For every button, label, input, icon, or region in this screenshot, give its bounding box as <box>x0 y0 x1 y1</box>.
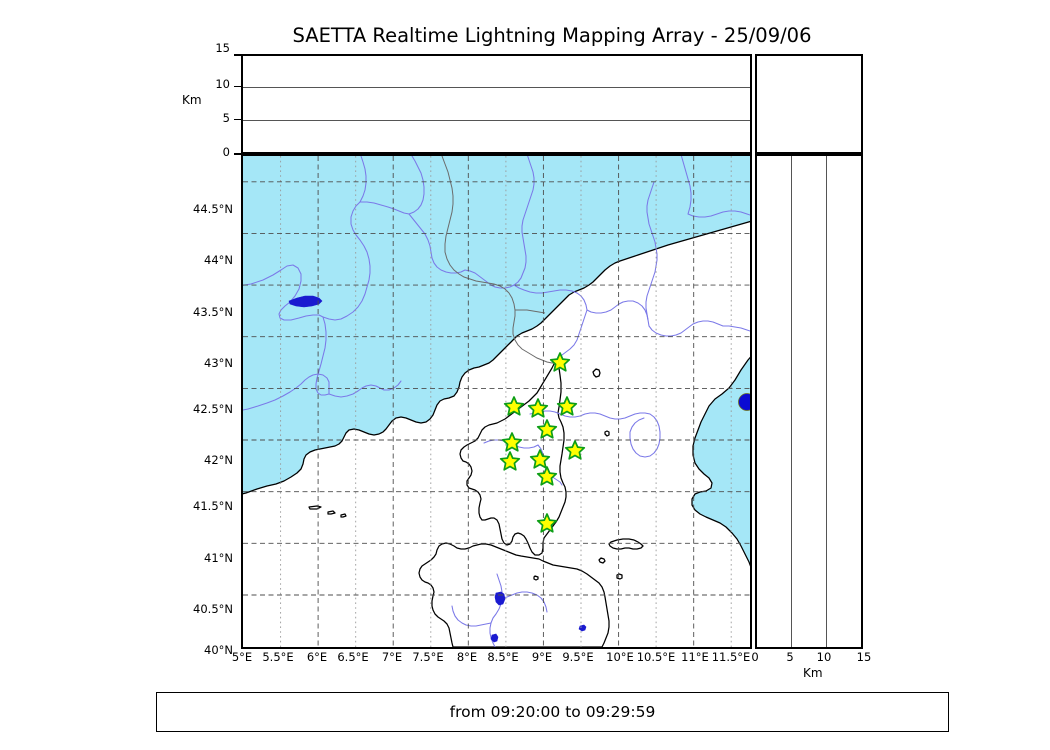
alt-tick-10 <box>234 85 241 87</box>
graticule-layer <box>243 156 750 647</box>
lon-tick-label-5: 5°E <box>231 650 253 664</box>
alt-tick-label-10: 10 <box>215 77 230 91</box>
altitude-vs-longitude-panel <box>241 54 752 154</box>
lon-tick-label-11: 11°E <box>681 650 709 664</box>
lon-tick-label-10-5: 10.5°E <box>636 650 676 664</box>
gridline-range-10 <box>825 156 827 647</box>
corner-panel <box>755 54 863 154</box>
gridline-range-5 <box>790 156 792 647</box>
range-tick-label-5: 5 <box>786 650 794 664</box>
map-inner <box>243 156 750 647</box>
lma-station-marker[interactable] <box>536 466 558 486</box>
lon-tick-label-5-5: 5.5°E <box>262 650 294 664</box>
graticule-minor-lon <box>280 156 732 647</box>
range-tick-label-10: 10 <box>816 650 832 664</box>
lat-tick-label-42: 42°N <box>204 453 233 467</box>
gorgona-island <box>604 430 610 437</box>
time-window-status-bar: from 09:20:00 to 09:29:59 <box>156 692 949 732</box>
lightning-source-marker[interactable] <box>738 393 751 411</box>
lon-tick-label-8: 8°E <box>456 650 478 664</box>
hyeres-islets <box>308 505 322 510</box>
pianosa-island <box>598 557 606 564</box>
time-window-text: from 09:20:00 to 09:29:59 <box>449 703 656 721</box>
lat-tick-label-44-5: 44.5°N <box>193 202 233 216</box>
lma-station-marker[interactable] <box>499 451 521 471</box>
alt-tick-label-15: 15 <box>215 41 230 55</box>
altitude-axis-title: Km <box>182 93 202 107</box>
graticule-major-lon <box>317 156 695 647</box>
lat-tick-label-43-5: 43.5°N <box>193 305 233 319</box>
lma-station-marker[interactable] <box>501 432 523 452</box>
islet-hyeres-east <box>327 510 336 515</box>
lat-tick-label-42-5: 42.5°N <box>193 402 233 416</box>
lma-stations-layer[interactable] <box>499 352 586 533</box>
lat-tick-label-40-5: 40.5°N <box>193 602 233 616</box>
lma-station-marker[interactable] <box>503 396 525 416</box>
lma-station-marker[interactable] <box>536 419 558 439</box>
lon-tick-label-7-5: 7.5°E <box>412 650 444 664</box>
alt-tick-label-5: 5 <box>222 111 230 125</box>
lat-tick-label-41: 41°N <box>204 551 233 565</box>
alt-tick-0 <box>234 152 241 155</box>
elba-island <box>608 538 644 550</box>
lat-tick-label-41-5: 41.5°N <box>193 499 233 513</box>
range-tick-label-15: 15 <box>856 650 872 664</box>
lat-tick-label-44: 44°N <box>204 253 233 267</box>
range-tick-label-0: 0 <box>751 650 759 664</box>
islet-riviera <box>340 513 347 518</box>
gridline-alt-10 <box>243 86 750 88</box>
lon-tick-label-9-5: 9.5°E <box>562 650 594 664</box>
lon-tick-label-11-5: 11.5°E <box>711 650 751 664</box>
lma-station-marker[interactable] <box>529 449 551 469</box>
lat-tick-label-43: 43°N <box>204 356 233 370</box>
capraia-island <box>592 368 601 378</box>
lma-station-marker[interactable] <box>527 398 549 418</box>
lma-station-marker[interactable] <box>536 513 558 533</box>
map-vector-layer <box>243 156 750 647</box>
range-axis-title: Km <box>803 666 823 680</box>
lon-tick-label-9: 9°E <box>531 650 553 664</box>
sardinia-landmass <box>418 542 610 647</box>
lon-tick-label-6-5: 6.5°E <box>337 650 369 664</box>
montecristo-island <box>616 573 623 580</box>
lon-tick-label-10: 10°E <box>606 650 634 664</box>
gridline-alt-5 <box>243 119 750 121</box>
lon-tick-label-8-5: 8.5°E <box>487 650 519 664</box>
alt-tick-5 <box>234 118 241 120</box>
map-panel[interactable] <box>241 154 752 649</box>
islet-bonifacio <box>533 575 539 581</box>
continental-europe-landmass <box>243 156 750 647</box>
lma-station-marker[interactable] <box>556 396 578 416</box>
page-title: SAETTA Realtime Lightning Mapping Array … <box>292 24 812 47</box>
lma-station-marker[interactable] <box>549 352 571 372</box>
alt-tick-15 <box>234 53 241 56</box>
lakes-layer <box>288 295 587 643</box>
lon-tick-label-6: 6°E <box>306 650 328 664</box>
administrative-borders-layer <box>441 156 557 364</box>
lon-tick-label-7: 7°E <box>381 650 403 664</box>
altitude-vs-latitude-panel <box>755 154 863 649</box>
alt-tick-label-0: 0 <box>222 145 230 159</box>
lat-tick-label-40: 40°N <box>204 643 233 657</box>
lma-station-marker[interactable] <box>564 440 586 460</box>
